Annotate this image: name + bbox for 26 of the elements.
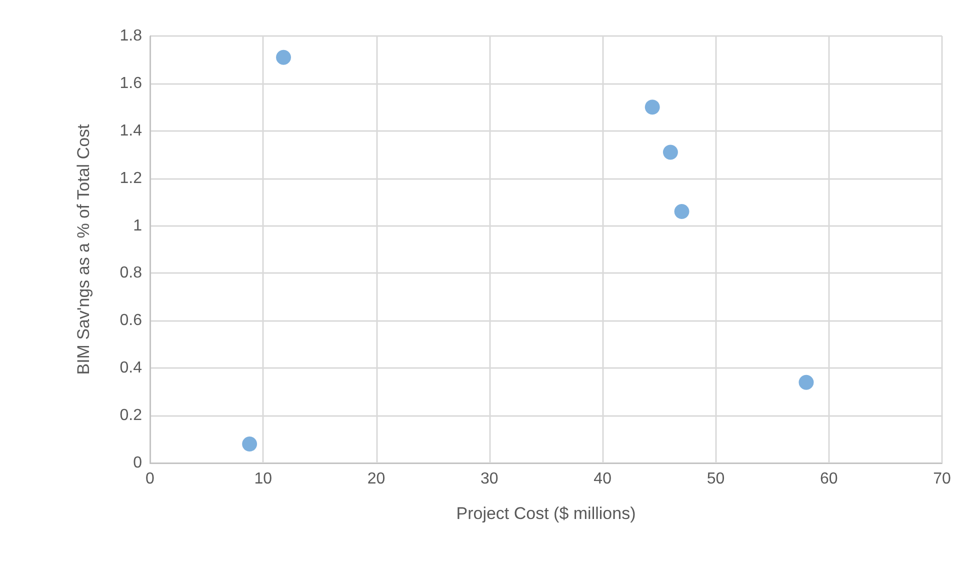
point [798,374,814,390]
point [276,50,292,65]
y-tick-label: 0.2 [120,407,142,424]
x-tick-label: 50 [706,470,725,488]
point [674,204,690,220]
x-axis-title: Project Cost ($ millions) [456,504,636,523]
x-tick-label: 60 [820,470,838,488]
y-axis-title: BIM Sav'ngs as a % of Total Cost [74,124,93,375]
y-tick-label: 0.6 [120,312,142,330]
x-tick-label: 20 [367,470,386,488]
point [644,100,660,115]
y-tick-label: 0 [133,454,142,472]
y-tick-label: 1 [133,217,142,234]
point [662,144,678,160]
y-tick-label: 1.4 [120,122,142,140]
x-tick-label: 30 [480,470,498,488]
y-tick-label: 1.6 [120,74,142,92]
y-tick-label: 1.8 [120,28,142,44]
x-tick-label: 40 [594,470,612,488]
x-tick-label: 0 [146,470,155,488]
y-tick-label: 1.2 [120,170,142,187]
x-tick-label: 70 [933,470,951,488]
y-tick-label: 0.8 [120,264,142,282]
x-tick-label: 10 [254,470,272,488]
y-tick-label: 0.4 [120,360,142,377]
point [242,436,258,452]
